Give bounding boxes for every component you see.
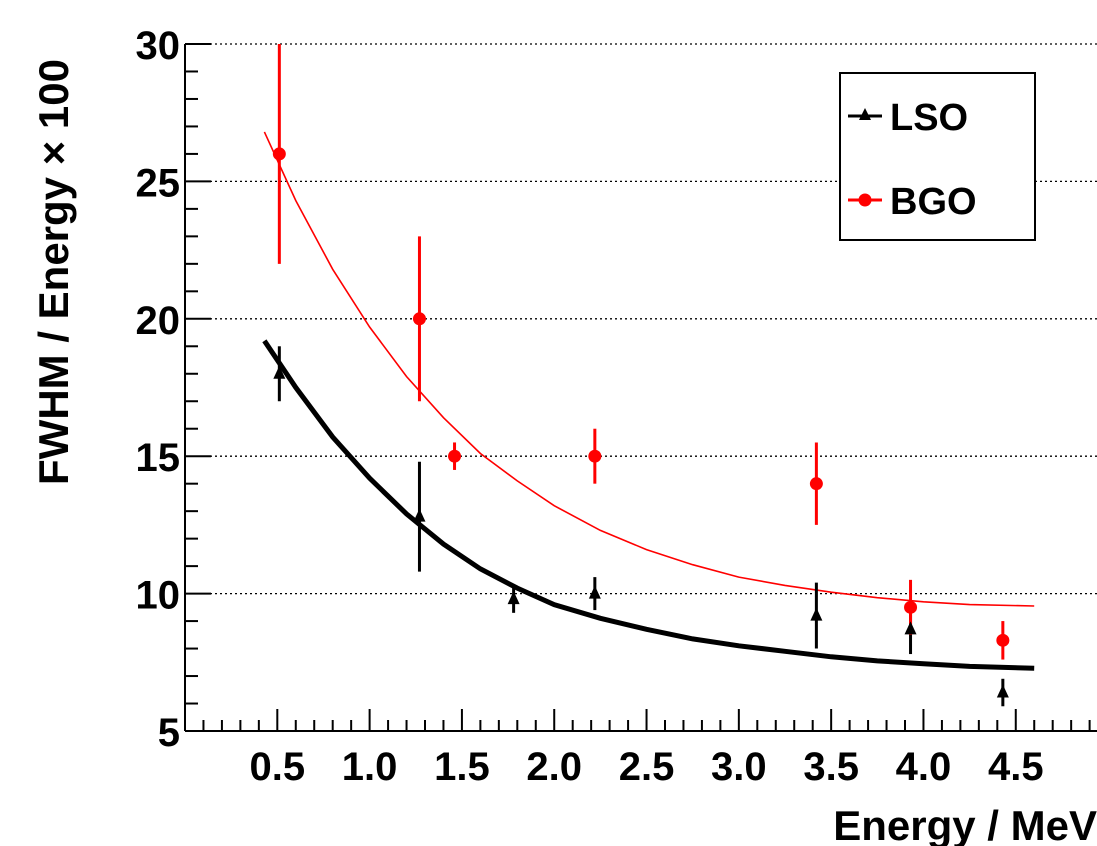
y-tick-label: 10 (136, 574, 181, 618)
legend: LSO BGO (839, 72, 1036, 241)
y-tick-label: 25 (136, 161, 181, 205)
data-point (810, 607, 823, 621)
legend-marker (858, 193, 872, 207)
data-markers (272, 147, 1010, 698)
x-axis-label: Energy / MeV (833, 802, 1097, 846)
legend-box (839, 72, 1036, 241)
data-point (588, 585, 601, 599)
y-tick-label: 20 (136, 299, 181, 343)
data-point (272, 147, 286, 161)
legend-marker (859, 108, 871, 120)
data-point (413, 508, 426, 522)
fit-curve-bgo (263, 131, 1035, 607)
y-tick-label: 15 (136, 436, 181, 480)
x-tick-label: 3.0 (711, 745, 767, 789)
fit-curve-lso (262, 339, 1035, 671)
axes (184, 43, 1097, 732)
data-point (904, 621, 917, 635)
data-point (412, 312, 426, 326)
data-point (273, 365, 286, 379)
data-point (448, 449, 462, 463)
data-point (996, 684, 1009, 698)
x-tick-label: 0.5 (250, 745, 306, 789)
x-tick-label: 3.5 (803, 745, 859, 789)
x-tick-label: 1.0 (342, 745, 398, 789)
legend-label: LSO (890, 97, 968, 139)
x-tick-label: 4.0 (896, 745, 952, 789)
tick-labels: 0.5 1.0 1.5 2.0 2.5 3.0 3.5 4.0 4.5 5 10 15 20 25 30 (136, 24, 1044, 789)
fit-curves (262, 131, 1035, 671)
data-point (507, 591, 520, 605)
data-point (588, 449, 602, 463)
x-tick-label: 2.0 (526, 745, 582, 789)
data-point (996, 633, 1010, 647)
x-tick-label: 1.5 (434, 745, 490, 789)
y-axis-label: FWHM / Energy × 100 (30, 59, 77, 485)
y-tick-label: 30 (136, 24, 181, 68)
data-point (904, 600, 918, 614)
y-tick-label: 5 (158, 711, 180, 755)
x-tick-label: 4.5 (988, 745, 1044, 789)
data-point (809, 477, 823, 491)
legend-label: BGO (890, 181, 977, 223)
x-tick-label: 2.5 (619, 745, 675, 789)
